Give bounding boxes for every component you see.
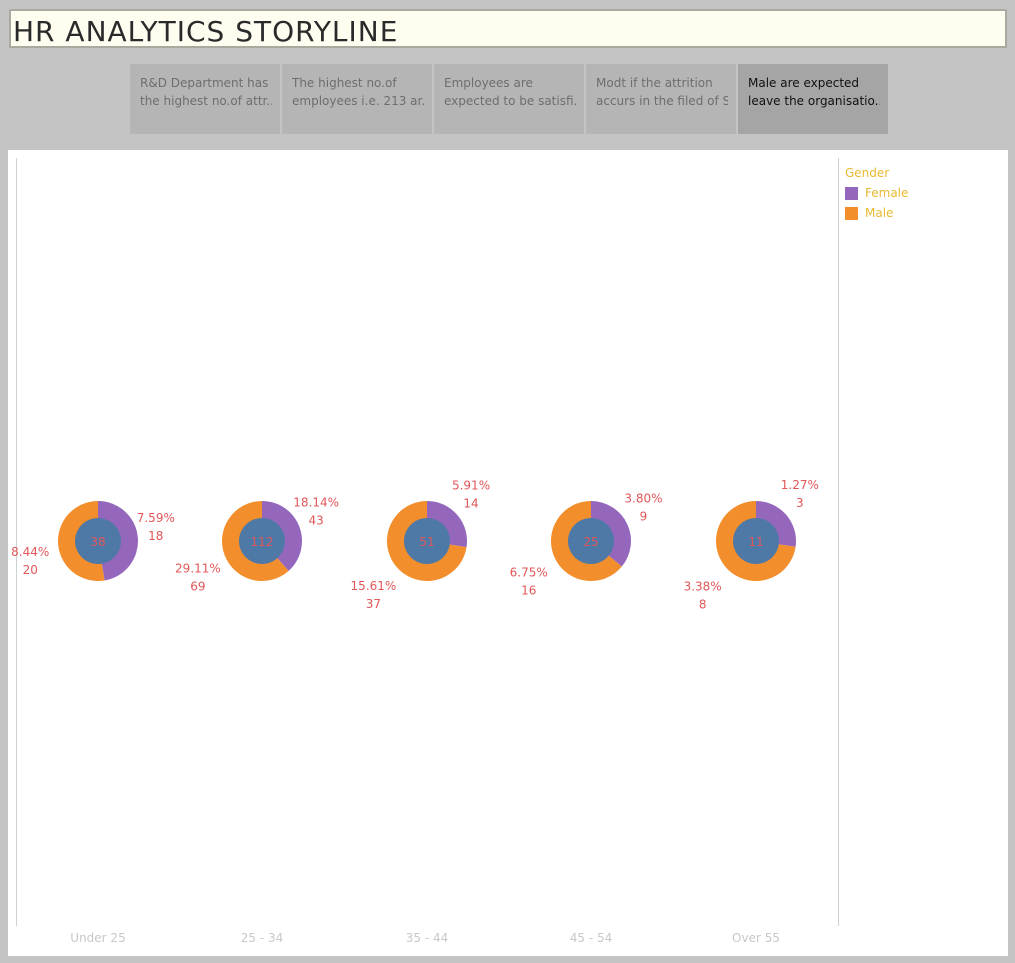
donut-center-2 bbox=[239, 518, 285, 564]
female-percent-label-3: 5.91% bbox=[452, 478, 490, 492]
story-point-line: the highest no.of attr.. bbox=[140, 94, 272, 108]
story-point-line: employees i.e. 213 ar.. bbox=[292, 94, 424, 108]
male-percent-label-4: 6.75% bbox=[510, 566, 548, 580]
category-label-3: 35 - 44 bbox=[406, 931, 449, 945]
chart-canvas: 38 7.59% 18 8.44% 20 Under 25 112 18.14% 43 29.11… bbox=[8, 150, 1008, 956]
category-label-5: Over 55 bbox=[732, 931, 780, 945]
page-title: HR ANALYTICS STORYLINE bbox=[13, 15, 399, 48]
male-count-label-2: 69 bbox=[190, 579, 205, 593]
female-count-label-5: 3 bbox=[796, 496, 804, 510]
category-label-2: 25 - 34 bbox=[241, 931, 284, 945]
category-label-1: Under 25 bbox=[70, 931, 125, 945]
title-bar: HR ANALYTICS STORYLINE bbox=[9, 9, 1007, 48]
story-point-1[interactable]: R&D Department has the highest no.of att… bbox=[130, 64, 280, 134]
total-label-5: 11 bbox=[748, 535, 763, 549]
legend-item-female[interactable]: Female bbox=[845, 183, 908, 203]
female-count-label-2: 43 bbox=[309, 513, 324, 527]
female-percent-label-5: 1.27% bbox=[781, 478, 819, 492]
legend-label: Female bbox=[865, 186, 909, 200]
story-point-3[interactable]: Employees are expected to be satisfi.. bbox=[434, 64, 584, 134]
legend-item-male[interactable]: Male bbox=[845, 203, 908, 223]
story-point-line: Male are expected bbox=[748, 76, 860, 90]
female-count-label-3: 14 bbox=[463, 496, 478, 510]
pane-divider-right bbox=[838, 158, 839, 926]
story-point-2[interactable]: The highest no.of employees i.e. 213 ar.… bbox=[282, 64, 432, 134]
donut-center-1 bbox=[75, 518, 121, 564]
story-point-line: R&D Department has bbox=[140, 76, 269, 90]
total-label-2: 112 bbox=[251, 535, 274, 549]
male-count-label-4: 16 bbox=[521, 584, 536, 598]
female-count-label-4: 9 bbox=[640, 509, 648, 523]
story-point-line: accurs in the filed of S.. bbox=[596, 94, 728, 108]
total-label-3: 51 bbox=[419, 535, 434, 549]
total-label-1: 38 bbox=[90, 535, 105, 549]
female-count-label-1: 18 bbox=[148, 529, 163, 543]
female-percent-label-1: 7.59% bbox=[137, 511, 175, 525]
male-count-label-3: 37 bbox=[366, 597, 381, 611]
story-point-line: expected to be satisfi.. bbox=[444, 94, 576, 108]
female-percent-label-2: 18.14% bbox=[293, 495, 339, 509]
story-point-line: Modt if the attrition bbox=[596, 76, 713, 90]
male-percent-label-5: 3.38% bbox=[684, 579, 722, 593]
story-point-5-active[interactable]: Male are expected leave the organisatio.… bbox=[738, 64, 888, 134]
category-label-4: 45 - 54 bbox=[570, 931, 613, 945]
pane-divider-left bbox=[16, 158, 17, 926]
total-label-4: 25 bbox=[583, 535, 598, 549]
legend: Gender Female Male bbox=[845, 166, 908, 223]
legend-label: Male bbox=[865, 206, 894, 220]
male-percent-label-3: 15.61% bbox=[351, 579, 397, 593]
male-count-label-5: 8 bbox=[699, 597, 707, 611]
story-point-4[interactable]: Modt if the attrition accurs in the file… bbox=[586, 64, 736, 134]
female-percent-label-4: 3.80% bbox=[624, 491, 662, 505]
donut-center-5 bbox=[733, 518, 779, 564]
story-point-line: leave the organisatio.. bbox=[748, 94, 880, 108]
legend-swatch-female bbox=[845, 186, 858, 200]
legend-swatch-male bbox=[845, 206, 858, 220]
story-point-line: Employees are bbox=[444, 76, 533, 90]
male-percent-label-2: 29.11% bbox=[175, 561, 221, 575]
donut-center-4 bbox=[568, 518, 614, 564]
donut-center-3 bbox=[404, 518, 450, 564]
male-count-label-1: 20 bbox=[23, 563, 38, 577]
legend-title: Gender bbox=[845, 166, 890, 180]
story-point-line: The highest no.of bbox=[292, 76, 397, 90]
male-percent-label-1: 8.44% bbox=[11, 545, 49, 559]
